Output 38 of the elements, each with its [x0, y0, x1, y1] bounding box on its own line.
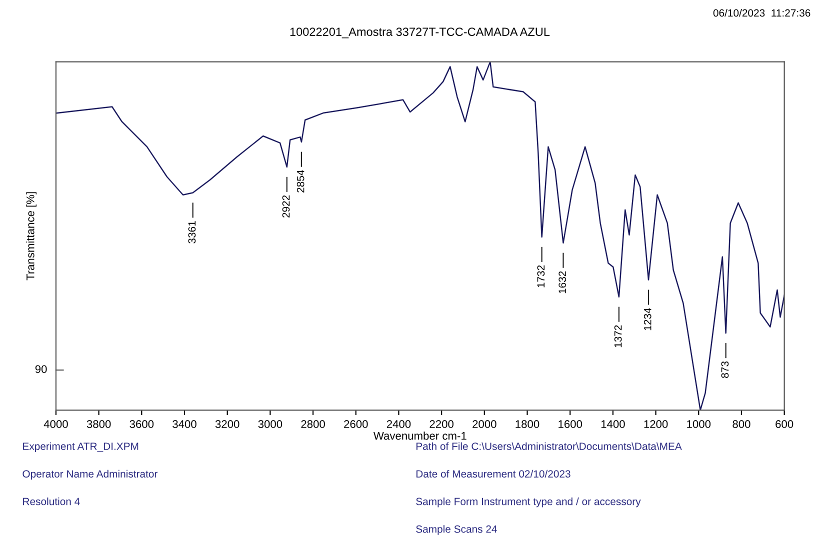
text: Date of Measurement 02/10/2023: [416, 470, 570, 478]
x-tick-label: 3600: [130, 420, 154, 428]
x-tick-label: 3800: [86, 420, 111, 428]
x-tick-label: 2400: [386, 420, 411, 428]
x-tick-label: 4000: [44, 420, 68, 428]
text: Sample Form Instrument type and / or accessory: [416, 498, 641, 508]
annotation: 1732: [537, 265, 545, 288]
annotation: 873: [721, 361, 729, 378]
annotation: 3361: [188, 221, 196, 244]
x-tick-label: 3000: [258, 420, 282, 428]
x-tick-label: 1400: [601, 420, 625, 428]
annotation: 1234: [644, 308, 652, 330]
annotation: 1632: [558, 271, 566, 294]
x-tick-label: 1800: [516, 420, 540, 428]
x-axis-title: Wavenumber cm-1: [373, 432, 466, 440]
x-tick-label: 2600: [344, 420, 368, 428]
text: Sample Scans 24: [416, 525, 497, 535]
chart-title: 10022201_Amostra 33727T-TCC-CAMADA AZUL: [290, 28, 550, 38]
annotation: 1372: [614, 325, 622, 348]
x-tick-label: 800: [732, 420, 750, 428]
x-tick-label: 1200: [644, 420, 668, 428]
x-tick-label: 600: [776, 420, 794, 428]
text: 90: [35, 365, 47, 374]
text: Experiment ATR_DI.XPM: [23, 442, 138, 452]
annotation: 2922: [282, 195, 290, 218]
x-tick-label: 2200: [430, 420, 454, 428]
x-tick-label: 2000: [472, 420, 496, 428]
text: Operator Name Administrator: [22, 470, 158, 480]
text: Path of File C:\Users\Administrator\Documents\Data\MEA: [416, 442, 682, 450]
x-tick-label: 3200: [215, 420, 240, 428]
x-tick-label: 2800: [301, 420, 325, 428]
text: Resolution 4: [23, 498, 80, 506]
x-tick-label: 3400: [172, 420, 196, 428]
annotation: 2854: [296, 170, 304, 192]
y-axis-title: Transmittance [%]: [26, 192, 37, 280]
text: 06/10/2023 11:27:36: [713, 9, 810, 17]
x-tick-label: 1000: [687, 420, 711, 428]
x-tick-label: 1600: [558, 420, 582, 428]
